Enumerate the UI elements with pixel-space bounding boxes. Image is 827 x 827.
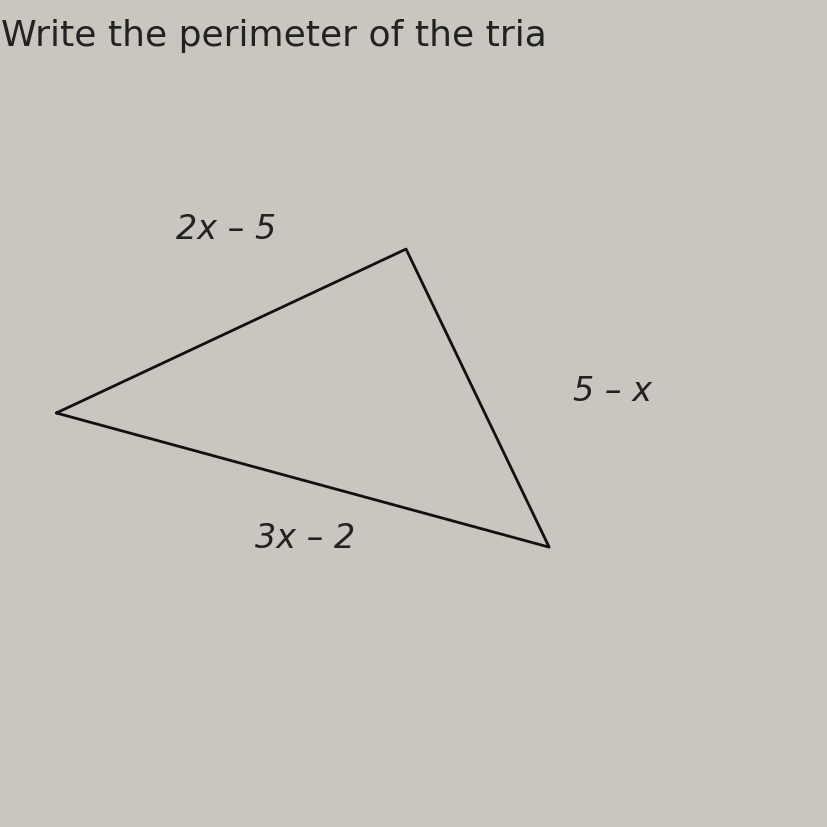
Text: 3x – 2: 3x – 2 [255, 522, 355, 554]
Text: Write the perimeter of the tria: Write the perimeter of the tria [1, 19, 546, 53]
Text: 2x – 5: 2x – 5 [175, 213, 275, 246]
Text: 5 – x: 5 – x [572, 375, 651, 408]
